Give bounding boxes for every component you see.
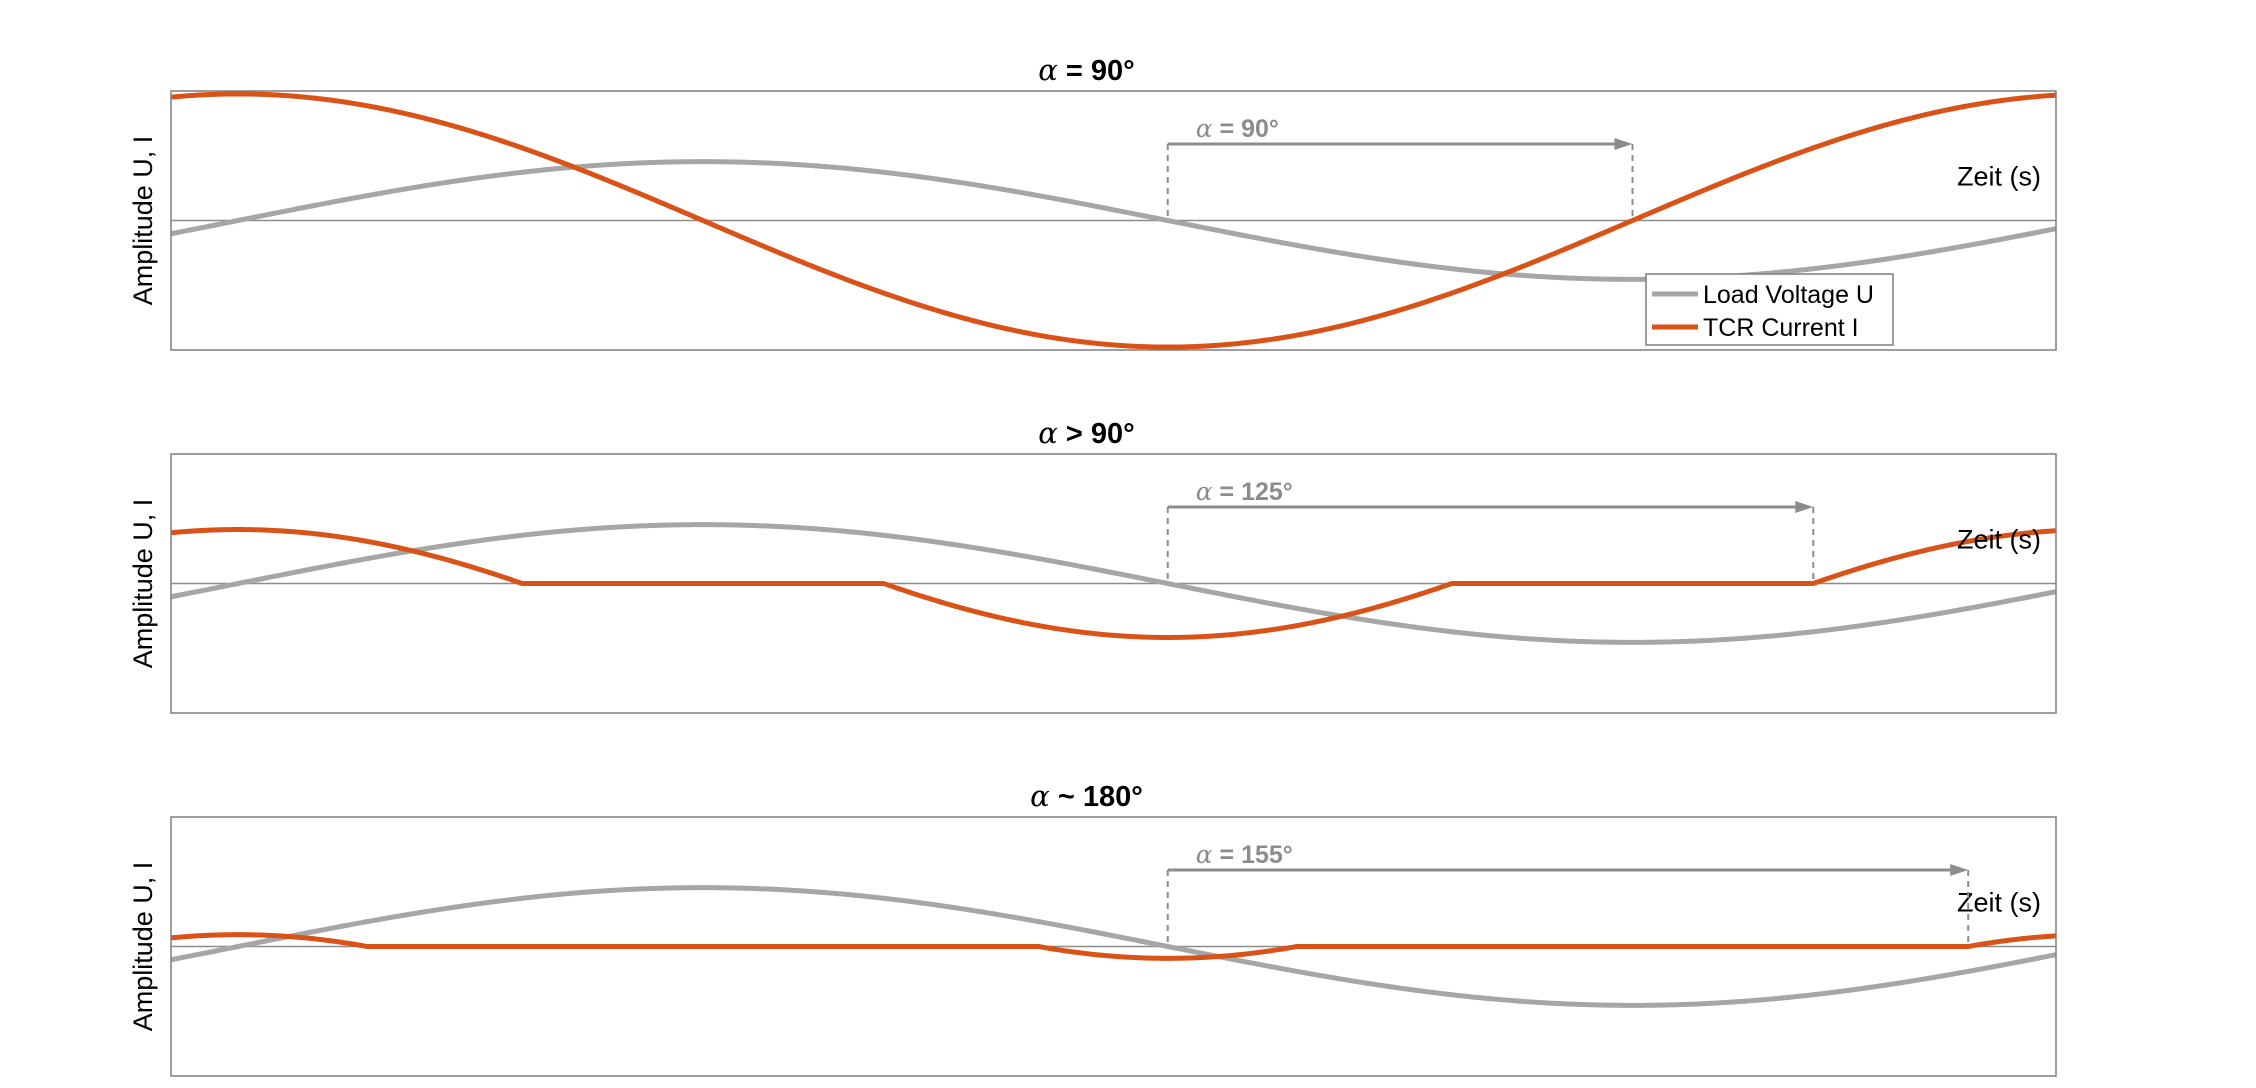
chart-panel-2: α > 90° Amplitude U, I Zeit (s) α = 125° [128,416,2057,714]
x-axis-label: Zeit (s) [1957,888,2041,918]
series-load-voltage [171,522,2056,645]
series-load-voltage [171,885,2056,1008]
series-tcr-current [171,932,2056,961]
annotation-label: α = 125° [1196,477,1293,506]
annotation-arrowhead [1614,137,1633,150]
chart-title: α > 90° [1038,416,1135,450]
y-axis-label: Amplitude U, I [128,499,158,669]
annotation-arrowhead [1795,500,1814,513]
x-axis-label: Zeit (s) [1957,162,2041,192]
chart-title: α ~ 180° [1030,779,1143,813]
legend-entry: TCR Current I [1703,314,1859,342]
axes-box [170,453,2057,714]
chart-panel-3: α ~ 180° Amplitude U, I Zeit (s) α = 155° [128,779,2057,1077]
chart-panel-1: α = 90° Amplitude U, I Zeit (s) α = 90° Load… [128,53,2057,351]
axes-box [170,90,2057,351]
annotation-label: α = 90° [1196,114,1279,143]
annotation-arrowhead [1950,863,1969,876]
y-axis-label: Amplitude U, I [128,862,158,1032]
x-axis-label: Zeit (s) [1957,525,2041,555]
series-tcr-current [171,91,2056,350]
axes-box [170,816,2057,1077]
legend-entry: Load Voltage U [1703,281,1874,309]
legend: Load Voltage U TCR Current I [1645,273,1894,346]
annotation-label: α = 155° [1196,840,1293,869]
y-axis-label: Amplitude U, I [128,136,158,306]
series-tcr-current [171,527,2056,640]
chart-title: α = 90° [1038,53,1135,87]
